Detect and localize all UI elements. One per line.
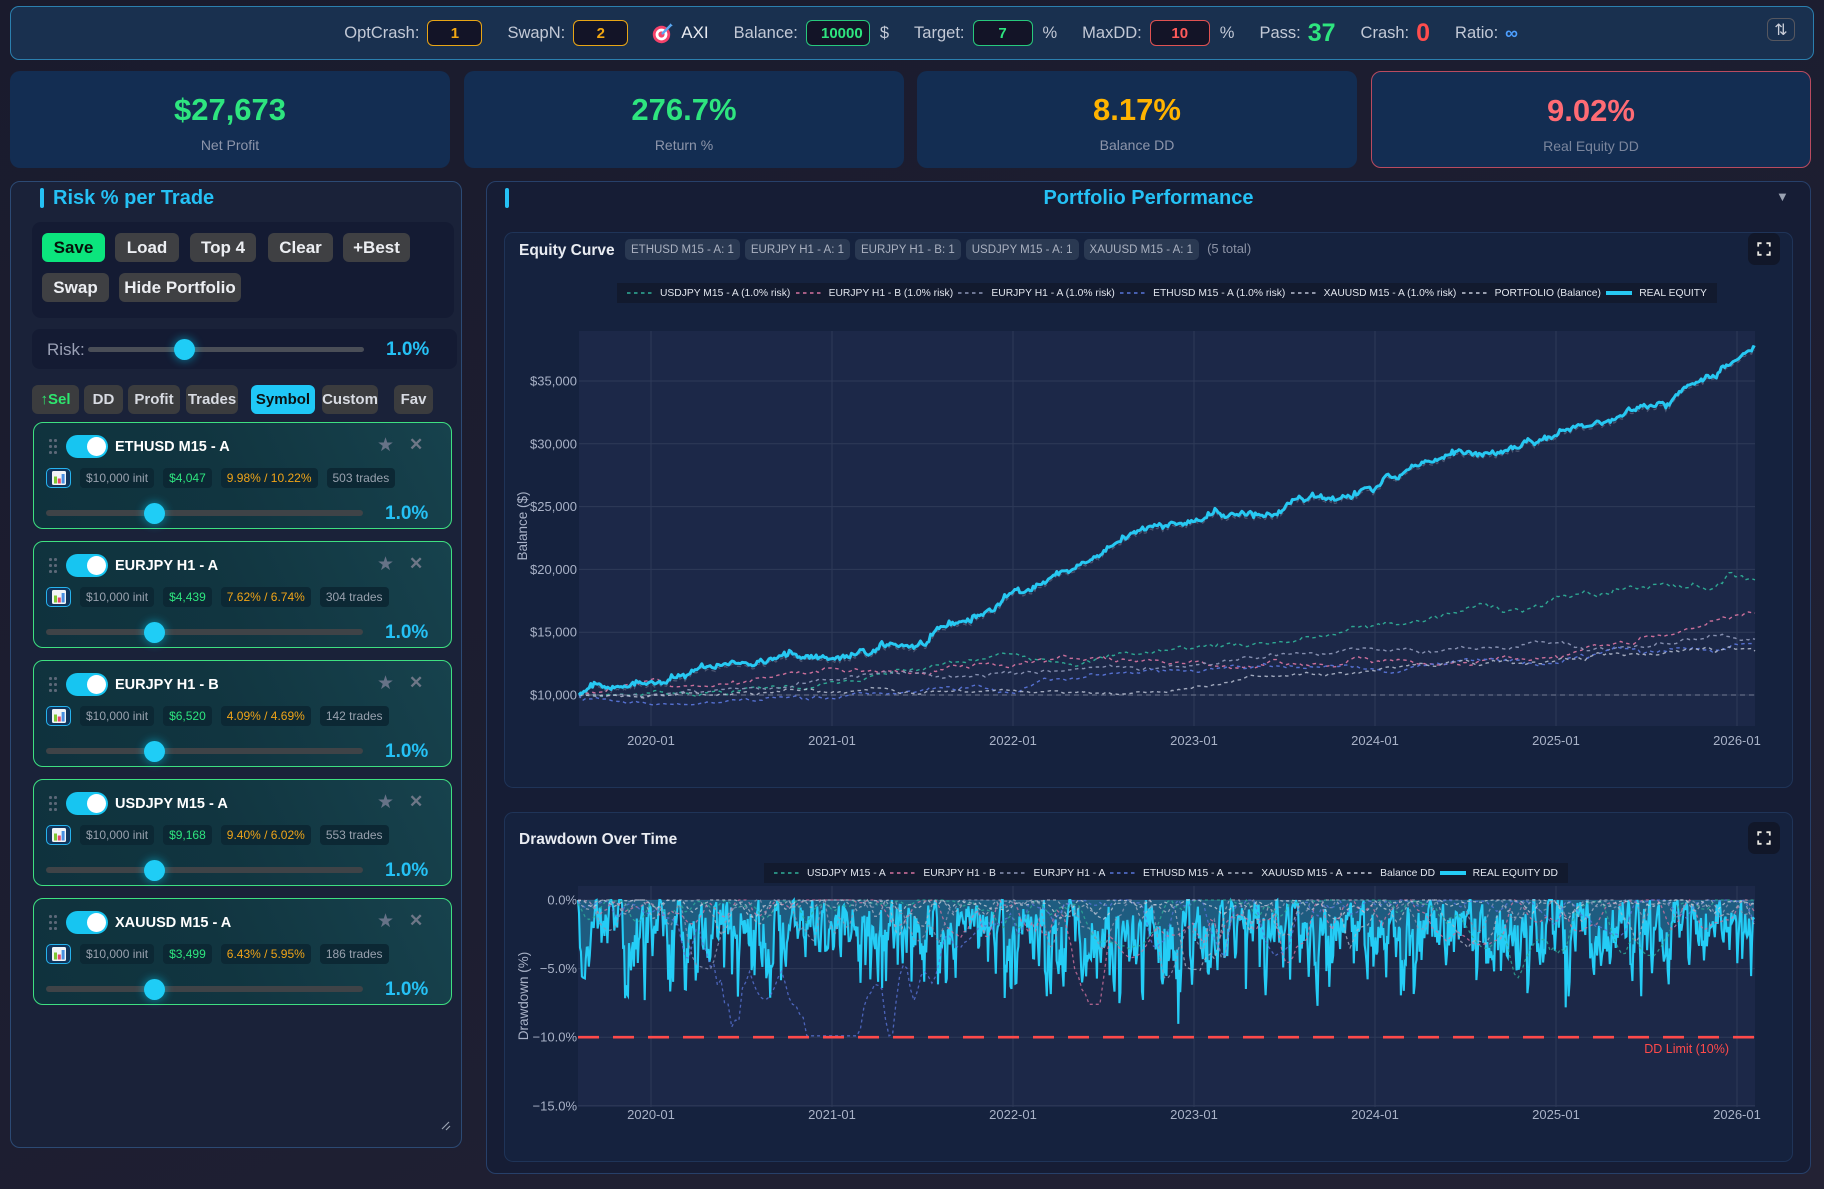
svg-text:2021-01: 2021-01 — [808, 733, 856, 748]
svg-text:2022-01: 2022-01 — [989, 733, 1037, 748]
svg-text:Drawdown (%): Drawdown (%) — [516, 952, 531, 1041]
svg-text:2020-01: 2020-01 — [627, 733, 675, 748]
svg-text:0.0%: 0.0% — [547, 893, 577, 908]
svg-text:Balance ($): Balance ($) — [515, 491, 530, 560]
svg-text:2022-01: 2022-01 — [989, 1107, 1037, 1122]
svg-text:$35,000: $35,000 — [530, 374, 577, 389]
svg-text:2026-01: 2026-01 — [1713, 733, 1761, 748]
svg-text:2025-01: 2025-01 — [1532, 733, 1580, 748]
svg-text:$10,000: $10,000 — [530, 688, 577, 703]
svg-text:2026-01: 2026-01 — [1713, 1107, 1761, 1122]
svg-text:2025-01: 2025-01 — [1532, 1107, 1580, 1122]
svg-text:$25,000: $25,000 — [530, 499, 577, 514]
svg-text:−5.0%: −5.0% — [540, 961, 578, 976]
svg-text:2024-01: 2024-01 — [1351, 733, 1399, 748]
svg-text:2021-01: 2021-01 — [808, 1107, 856, 1122]
svg-text:$15,000: $15,000 — [530, 625, 577, 640]
svg-text:2023-01: 2023-01 — [1170, 1107, 1218, 1122]
svg-text:2023-01: 2023-01 — [1170, 733, 1218, 748]
svg-text:−10.0%: −10.0% — [533, 1030, 578, 1045]
svg-text:$20,000: $20,000 — [530, 562, 577, 577]
svg-text:DD Limit (10%): DD Limit (10%) — [1644, 1042, 1729, 1056]
svg-text:2020-01: 2020-01 — [627, 1107, 675, 1122]
svg-text:−15.0%: −15.0% — [533, 1098, 578, 1113]
svg-text:2024-01: 2024-01 — [1351, 1107, 1399, 1122]
svg-text:$30,000: $30,000 — [530, 436, 577, 451]
